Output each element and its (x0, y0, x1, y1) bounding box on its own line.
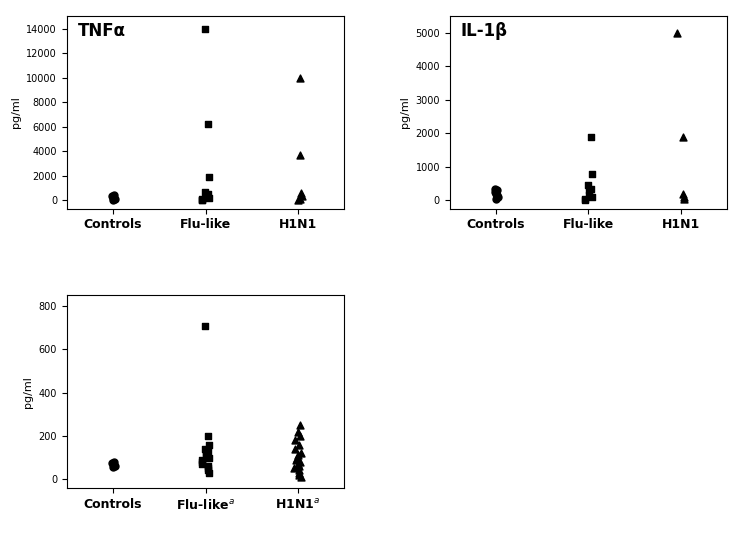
Point (196, 460, 208, 468)
Point (295, 73, 306, 82)
Point (108, 195, 119, 203)
Point (107, 459, 119, 467)
Point (289, 444, 301, 453)
Point (580, 195, 591, 203)
Point (203, 120, 214, 128)
Point (490, 189, 502, 198)
Point (490, 184, 502, 193)
Point (585, 184, 597, 193)
Point (203, 440, 215, 449)
Point (203, 172, 215, 181)
Point (293, 468, 305, 477)
Y-axis label: pg/ml: pg/ml (23, 376, 33, 408)
Point (202, 447, 214, 455)
Point (292, 460, 303, 468)
Point (490, 195, 502, 203)
Point (585, 192, 597, 201)
Point (292, 427, 303, 436)
Point (289, 464, 301, 473)
Point (108, 195, 119, 204)
Point (295, 195, 306, 203)
Point (293, 466, 305, 475)
Point (586, 169, 598, 178)
Point (108, 191, 120, 199)
Point (200, 192, 212, 201)
Point (677, 192, 689, 201)
Point (678, 195, 690, 203)
Point (580, 195, 591, 204)
Point (199, 444, 211, 453)
Point (582, 181, 594, 190)
Point (108, 463, 119, 472)
Point (108, 460, 119, 468)
Point (200, 191, 211, 199)
Point (583, 191, 595, 199)
Point (197, 195, 209, 203)
Point (491, 186, 503, 195)
Y-axis label: pg/ml: pg/ml (10, 96, 21, 128)
Point (582, 186, 594, 195)
Point (197, 195, 209, 204)
Point (203, 193, 214, 202)
Text: IL-1β: IL-1β (461, 22, 508, 40)
Point (200, 451, 212, 460)
Point (292, 451, 304, 460)
Point (585, 132, 597, 141)
Point (202, 462, 214, 470)
Point (294, 151, 306, 159)
Point (196, 196, 208, 204)
Point (108, 461, 119, 469)
Point (292, 462, 304, 470)
Point (293, 470, 305, 479)
Point (292, 453, 303, 462)
Point (108, 195, 120, 203)
Y-axis label: pg/ml: pg/ml (400, 96, 410, 128)
Point (677, 189, 689, 198)
Point (203, 466, 214, 475)
Point (293, 440, 305, 449)
Point (292, 195, 303, 204)
Point (294, 457, 306, 466)
Point (490, 191, 502, 199)
Point (202, 190, 214, 198)
Text: TNFα: TNFα (78, 22, 126, 40)
Point (197, 455, 209, 464)
Point (295, 473, 307, 481)
Point (295, 449, 307, 457)
Point (677, 132, 689, 141)
Point (199, 321, 211, 330)
Point (200, 449, 211, 457)
Point (108, 193, 119, 202)
Point (490, 188, 502, 196)
Point (203, 453, 214, 462)
Point (295, 189, 306, 197)
Point (108, 462, 120, 470)
Point (672, 29, 683, 37)
Point (108, 457, 120, 466)
Point (295, 421, 306, 429)
Point (203, 431, 214, 440)
Point (199, 24, 211, 33)
Point (199, 187, 211, 196)
Point (492, 192, 504, 201)
Point (295, 192, 307, 201)
Point (203, 468, 215, 477)
Point (197, 457, 209, 466)
Point (107, 192, 119, 201)
Point (290, 455, 302, 464)
Point (202, 464, 214, 473)
Point (289, 436, 301, 444)
Point (294, 431, 306, 440)
